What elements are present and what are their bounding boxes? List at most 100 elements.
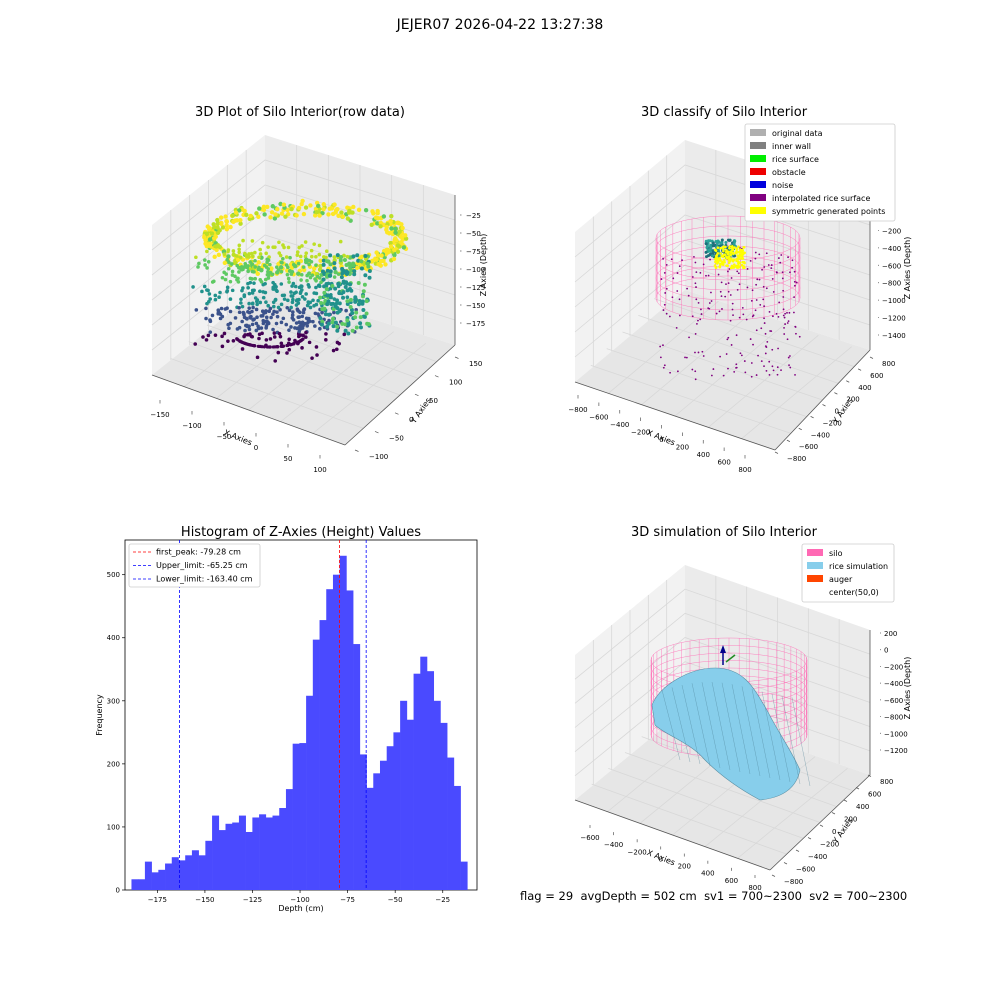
raw-point [332,275,337,279]
raw-point [287,347,292,352]
interpolated-point [735,363,738,366]
interpolated-point [727,282,730,284]
x-tick-label: −100 [290,896,309,904]
raw-point [280,260,284,265]
histogram-bar [453,785,461,890]
interpolated-point [784,323,787,325]
raw-point [285,207,290,213]
raw-point [235,257,241,263]
interpolated-point [777,257,780,259]
interpolated-point [741,306,744,309]
raw-point [379,253,384,258]
symmetric-point [714,256,718,260]
classify-y-tick-mark [774,451,779,454]
raw-point [288,268,292,273]
raw-point [264,251,268,256]
raw-point [322,306,327,311]
symmetric-point [722,253,725,257]
rice-surface-point [732,239,736,243]
histogram-bar [259,814,267,890]
raw-point [316,298,320,303]
classify-legend-swatch [750,181,766,188]
raw-point [350,311,355,316]
raw-point [207,227,212,232]
raw-point [295,326,300,330]
histogram-bar [279,808,287,890]
raw-point [348,304,353,309]
interpolated-point [675,326,678,329]
raw-point [259,267,264,273]
histogram-bar [238,815,246,890]
raw-point [252,270,256,274]
raw-point [320,310,324,315]
raw-x-tick-label: −100 [182,422,201,430]
raw-point [304,316,309,321]
raw-point [318,258,323,263]
interpolated-point [725,353,728,355]
interpolated-point [794,373,796,376]
interpolated-point [780,254,783,256]
interpolated-point [665,312,668,315]
interpolated-point [662,366,665,369]
y-axis-line [344,344,456,446]
raw-point [296,271,301,276]
rice-surface-point [705,244,709,248]
histogram-bar [225,823,233,890]
raw-point [255,298,260,302]
rice-surface-point [720,238,724,242]
interpolated-point [695,298,698,301]
raw-point [398,240,404,245]
symmetric-point [729,253,733,257]
raw-point [289,206,294,212]
raw-point [321,258,326,263]
raw-point [322,284,327,289]
rice-mesh-line [761,691,781,781]
raw-point [247,252,251,256]
interpolated-point [676,272,679,274]
interpolated-point [787,256,789,259]
raw-point [250,301,255,306]
symmetric-point [737,263,740,267]
raw-point [340,266,345,271]
interpolated-point [663,303,666,306]
raw-point [351,204,356,210]
interpolated-point [750,299,753,302]
raw-point [395,243,401,248]
raw-point [358,321,363,326]
rice-surface-point [724,240,728,244]
sim-x-tick-label: 200 [678,863,691,871]
raw-x-tick-label: 0 [254,444,258,452]
histogram-bar [171,857,179,890]
raw-point [240,304,245,309]
raw-point [361,294,366,299]
raw-point [335,328,340,333]
symmetric-point [733,246,736,249]
histogram-legend-label: first_peak: -79.28 cm [156,548,241,557]
classify-z-tick-label: −600 [882,262,901,270]
sim-z-tick-label: 0 [884,647,888,655]
raw-point [237,266,241,270]
raw-point [263,277,268,282]
rice-simulation-surface [651,667,801,801]
classify-z-axis-label: Z Axies (Depth) [903,237,912,300]
raw-point [271,327,275,332]
sim-z-tick-label: −400 [884,680,903,688]
classify-legend-swatch [750,207,766,214]
raw-point [265,204,270,210]
histogram-bar [144,861,152,890]
histogram-bar [205,840,213,890]
raw-point [350,210,355,215]
raw-point [361,307,366,312]
raw-point [344,269,349,274]
raw-point [305,324,310,328]
raw-point [403,233,408,238]
interpolated-point [745,318,748,321]
raw-point [297,245,302,250]
raw-point [331,348,336,353]
classify-y-tick-mark [869,356,874,359]
histogram-bar [292,743,300,890]
raw-point [219,221,224,226]
interpolated-point [730,277,733,279]
interpolated-point [676,370,679,373]
raw-point [298,310,302,315]
